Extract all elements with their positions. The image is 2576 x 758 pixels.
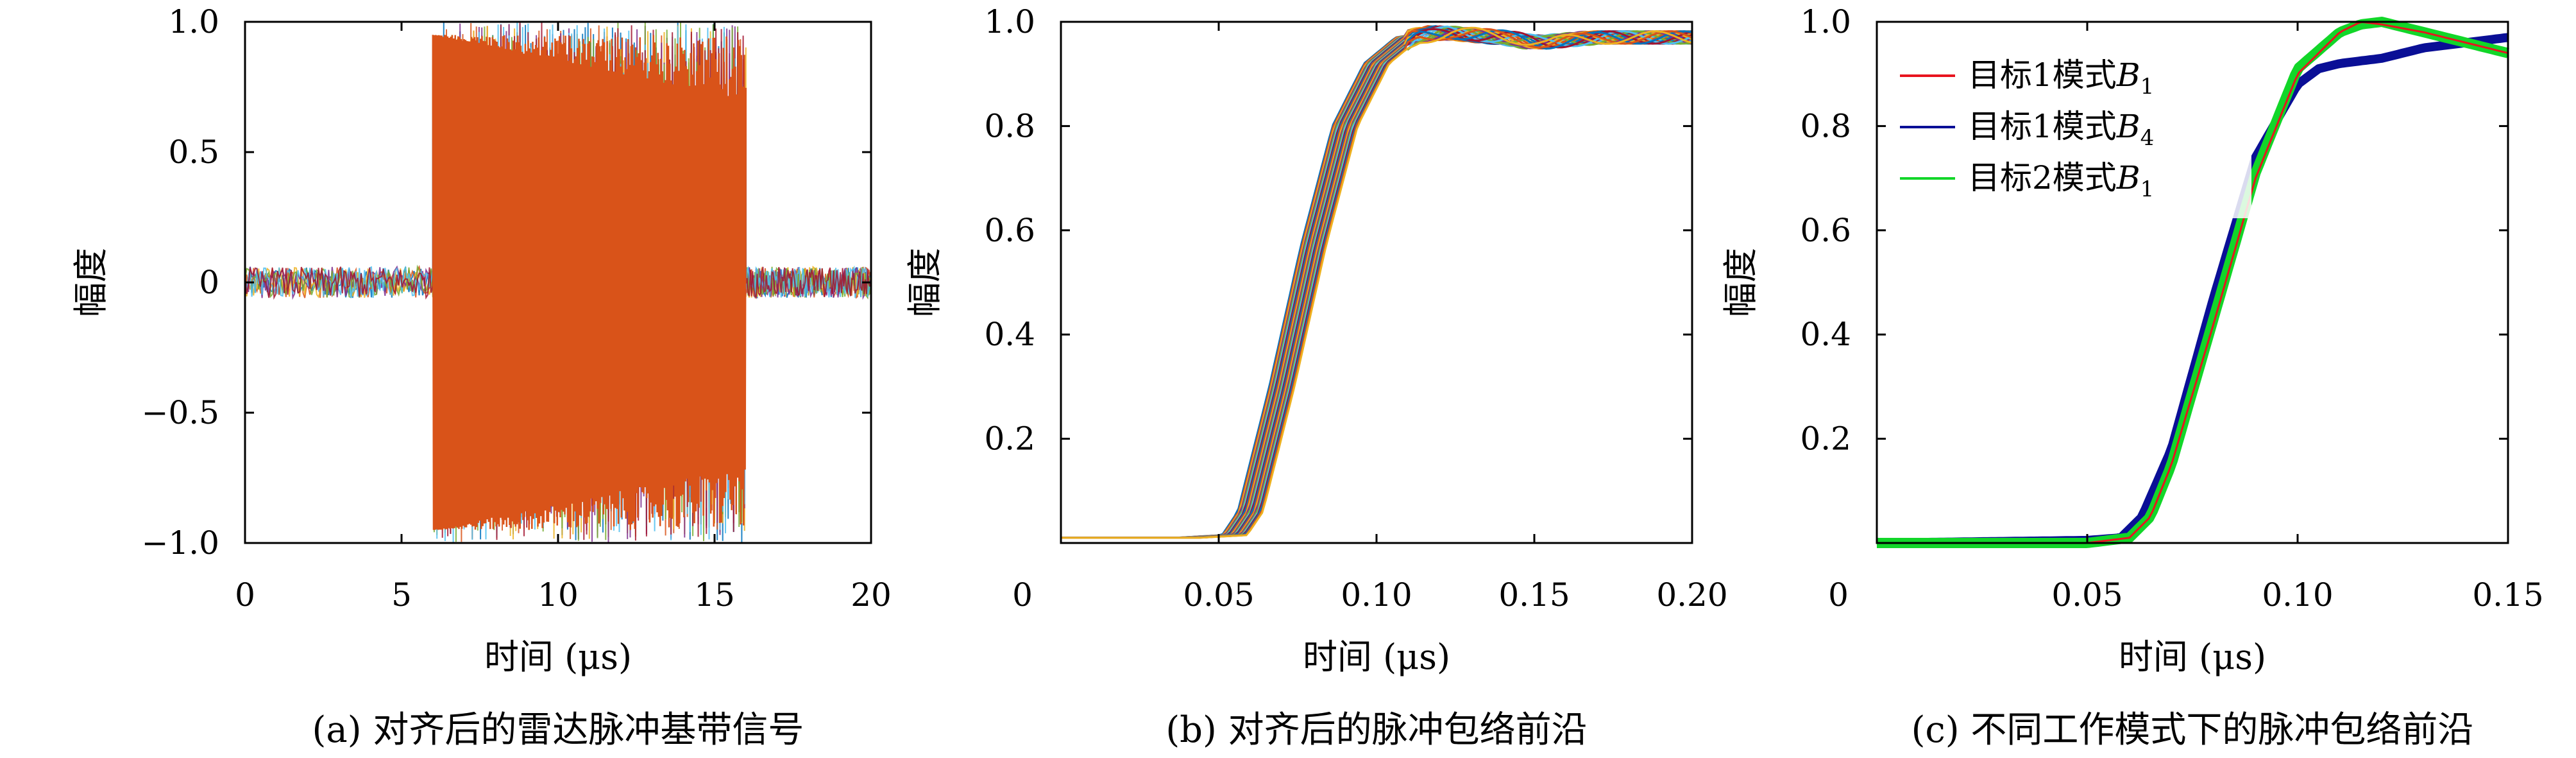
legend-label-2: 目标2模式B1 xyxy=(1968,159,2154,202)
envelope-series-15 xyxy=(1061,30,1693,539)
x-tick-label: 0.10 xyxy=(2262,576,2333,614)
panel-b-ylabel: 幅度 xyxy=(904,248,945,317)
y-tick-label: 0.6 xyxy=(984,212,1035,249)
y-tick-label: 1.0 xyxy=(168,3,219,40)
envelope-series-13 xyxy=(1061,25,1693,539)
panel-c: 0.05 0.10 0.15 0.2 0.4 0.6 0.8 1.0 0 幅度 时间 (μs)… xyxy=(1720,3,2544,751)
envelope-series-10 xyxy=(1061,28,1693,539)
envelope-series-7 xyxy=(1061,25,1693,539)
panel-b-frame xyxy=(1060,21,1693,544)
pulse-series-dominant xyxy=(432,35,747,530)
y-tick-label: 0.2 xyxy=(1800,420,1851,458)
y-tick-label: 0.8 xyxy=(1800,107,1851,144)
envelope-series-3 xyxy=(1061,29,1693,539)
y-tick-label: 1.0 xyxy=(1800,3,1851,40)
panel-c-caption: (c) 不同工作模式下的脉冲包络前沿 xyxy=(1911,709,2474,751)
x-tick-label: 0.15 xyxy=(2472,576,2543,614)
panel-c-ylabel: 幅度 xyxy=(1720,248,1761,317)
envelope-series-14 xyxy=(1061,28,1693,539)
envelope-series-19 xyxy=(1061,25,1693,539)
envelope-series-21 xyxy=(1061,29,1693,539)
y-tick-label: 0.4 xyxy=(1800,316,1851,353)
x-tick-label: 0.10 xyxy=(1341,576,1412,614)
x-tick-label: 10 xyxy=(538,576,579,614)
x-tick-label: 0.05 xyxy=(1183,576,1254,614)
y-tick-label: 0.4 xyxy=(984,316,1035,353)
envelope-series-12 xyxy=(1061,26,1693,539)
x-tick-label: 20 xyxy=(851,576,892,614)
panel-b-xlabel: 时间 (μs) xyxy=(1303,637,1450,677)
envelope-series-5 xyxy=(1061,27,1693,539)
y-tick-label: −1.0 xyxy=(142,524,219,562)
panel-a-caption: (a) 对齐后的雷达脉冲基带信号 xyxy=(312,709,804,751)
legend-label-0: 目标1模式B1 xyxy=(1968,56,2154,99)
panel-c-origin-label: 0 xyxy=(1828,576,1849,614)
y-tick-label: 0.2 xyxy=(984,420,1035,458)
y-tick-label: 0 xyxy=(199,264,219,301)
panel-b: 0.05 0.10 0.15 0.20 0.2 0.4 0.6 0.8 1.0 0 幅度 时间 … xyxy=(904,3,1728,751)
panel-c-frame xyxy=(1876,21,2509,544)
envelope-series-18 xyxy=(1061,26,1693,539)
x-tick-label: 5 xyxy=(391,576,412,614)
panel-b-origin-label: 0 xyxy=(1012,576,1033,614)
y-tick-label: 0.6 xyxy=(1800,212,1851,249)
panel-b-caption: (b) 对齐后的脉冲包络前沿 xyxy=(1165,709,1587,751)
panel-a-ylabel: 幅度 xyxy=(71,248,111,317)
panel-a: 0 5 10 15 20 −1.0 −0.5 0 0.5 1.0 幅度 时间 (μs) (a) 对… xyxy=(71,3,892,751)
x-tick-label: 15 xyxy=(694,576,735,614)
envelope-series-11 xyxy=(1061,27,1693,539)
envelope-series-1 xyxy=(1061,25,1693,539)
envelope-series-23 xyxy=(1061,26,1693,539)
legend-label-1: 目标1模式B4 xyxy=(1968,108,2154,151)
envelope-series-6 xyxy=(1061,26,1693,539)
panel-c-ticks: 0.05 0.10 0.15 0.2 0.4 0.6 0.8 1.0 xyxy=(1800,3,2543,614)
y-tick-label: 0.5 xyxy=(168,134,219,171)
envelope-series-22 xyxy=(1061,28,1693,539)
panel-c-xlabel: 时间 (μs) xyxy=(2119,637,2266,677)
x-tick-label: 0.05 xyxy=(2051,576,2123,614)
envelope-series-20 xyxy=(1061,28,1693,539)
y-tick-label: 1.0 xyxy=(984,3,1035,40)
envelope-series-16 xyxy=(1061,28,1693,539)
y-tick-label: −0.5 xyxy=(142,394,219,431)
envelope-series-4 xyxy=(1061,28,1693,539)
panel-a-series xyxy=(244,22,872,543)
legend: 目标1模式B1 目标1模式B4 目标2模式B1 xyxy=(1892,45,2251,218)
envelope-series-17 xyxy=(1061,26,1693,539)
envelope-series-9 xyxy=(1061,30,1693,539)
x-tick-label: 0 xyxy=(235,576,255,614)
envelope-series-0 xyxy=(1061,26,1693,539)
panel-a-ticks: 0 5 10 15 20 −1.0 −0.5 0 0.5 1.0 xyxy=(142,3,892,614)
legend-box xyxy=(1892,45,2251,218)
panel-a-xlabel: 时间 (μs) xyxy=(484,637,632,677)
y-tick-label: 0.8 xyxy=(984,107,1035,144)
panel-b-ticks: 0.05 0.10 0.15 0.20 0.2 0.4 0.6 0.8 1.0 xyxy=(984,3,1727,614)
x-tick-label: 0.15 xyxy=(1498,576,1570,614)
envelope-series-8 xyxy=(1061,27,1692,539)
envelope-series-2 xyxy=(1061,26,1693,539)
x-tick-label: 0.20 xyxy=(1656,576,1727,614)
panel-b-series xyxy=(1061,25,1693,539)
